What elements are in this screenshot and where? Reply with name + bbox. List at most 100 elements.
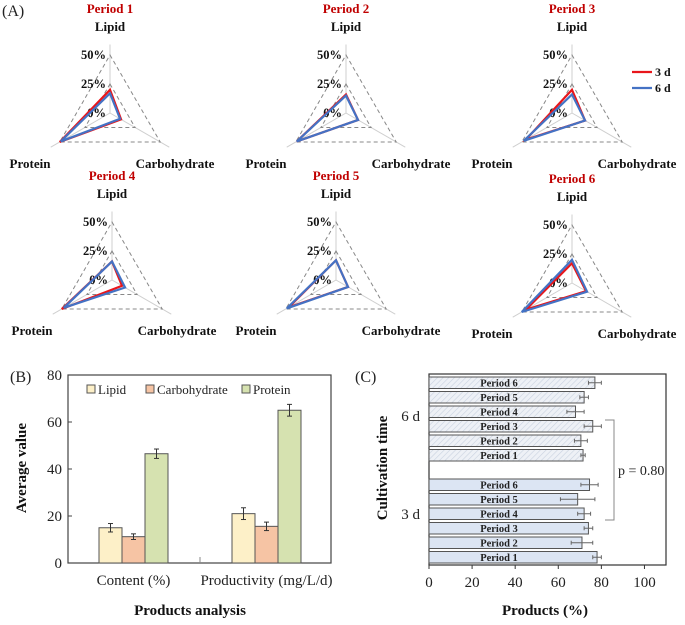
radar-ring-label: 0%: [323, 106, 342, 120]
bar-carbohydrate: [121, 536, 146, 564]
hbar-label: Period 4: [480, 407, 518, 418]
bar-protein: [277, 409, 302, 564]
radar-ring-label: 50%: [83, 215, 108, 229]
bar-protein: [144, 453, 169, 564]
radar-series-6d: [286, 258, 350, 310]
hbar-label: Period 2: [480, 436, 518, 447]
radar-ring-label: 50%: [81, 48, 106, 62]
hbar-label: Period 4: [480, 509, 518, 520]
hbar-label: Period 1: [480, 553, 518, 564]
x-tick-label: 40: [508, 575, 523, 591]
x-tick-label: 0: [425, 575, 433, 591]
panel-label-a: (A): [2, 3, 24, 20]
legend-label: 6 d: [655, 81, 671, 95]
radar-chart-period-2: Period 2 0% 25% 50% Lipid Carbohydrate Protein: [246, 1, 451, 171]
bar-lipid: [231, 513, 256, 564]
y-tick-label: 80: [47, 368, 62, 384]
x-tick-label: 100: [633, 575, 656, 591]
radar-title: Period 1: [87, 1, 134, 16]
radar-ring-label: 25%: [317, 77, 342, 91]
legend-swatch-lipid: [86, 384, 96, 394]
panel-a-radar-charts: (A) Period 1 0% 25% 50% Lipid Carbohydrate Pro…: [2, 1, 677, 341]
hbar-label: Period 2: [480, 538, 518, 549]
radar-axis-label-carbohydrate: Carbohydrate: [372, 156, 451, 171]
radar-series-6d: [523, 92, 587, 142]
hbar-label: Period 3: [480, 524, 518, 535]
bar-lipid: [98, 527, 123, 564]
legend-label: Carbohydrate: [157, 382, 228, 397]
hbar-label: Period 5: [480, 393, 518, 404]
panel-c-horizontal-bar-chart: (C) Period 6 Period 5 Period 4 Period 3 Peri…: [355, 369, 667, 619]
hbar-label: Period 6: [480, 480, 518, 491]
y-tick-label: 60: [47, 415, 62, 431]
p-value-annotation: p = 0.80: [618, 464, 664, 479]
radar-axis-label-protein: Protein: [472, 156, 514, 171]
radar-ring-label: 0%: [89, 273, 108, 287]
radar-axis-label-lipid: Lipid: [95, 19, 126, 34]
radar-ring-label: 50%: [307, 215, 332, 229]
legend-swatch-protein: [241, 384, 251, 394]
x-tick-label: Productivity (mg/L/d): [200, 573, 332, 589]
radar-title: Period 2: [323, 1, 370, 16]
legend-swatch-carbohydrate: [145, 384, 155, 394]
y-axis-title: Cultivation time: [375, 415, 391, 520]
x-tick-label: 60: [551, 575, 566, 591]
x-axis-title: Products analysis: [134, 603, 246, 619]
radar-axis-label-protein: Protein: [472, 326, 514, 341]
radar-grid-ring-50: [294, 53, 398, 143]
radar-ring-label: 50%: [317, 48, 342, 62]
radar-grid-ring-50: [58, 54, 162, 143]
hbar-label: Period 6: [480, 378, 518, 389]
y-group-label: 3 d: [401, 507, 420, 523]
radar-chart-period-4: Period 4 0% 25% 50% Lipid Carbohydrate Protein: [12, 168, 217, 338]
radar-grid-ring-50: [60, 221, 164, 310]
radar-grid-ring-50: [520, 54, 624, 143]
radar-axis-label-protein: Protein: [10, 156, 52, 171]
radar-axis-label-lipid: Lipid: [321, 186, 352, 201]
radar-axis-label-lipid: Lipid: [557, 189, 588, 204]
radar-axis-label-carbohydrate: Carbohydrate: [598, 326, 677, 341]
radar-ring-label: 25%: [543, 247, 568, 261]
hbar-label: Period 3: [480, 422, 518, 433]
radar-series-6d: [520, 257, 589, 314]
radar-series-6d: [296, 93, 360, 143]
radar-axis-label-protein: Protein: [236, 323, 278, 338]
radar-grid-ring-50: [520, 224, 624, 313]
legend-label: 3 d: [655, 65, 671, 79]
radar-ring-label: 25%: [307, 244, 332, 258]
radar-axis-label-lipid: Lipid: [557, 19, 588, 34]
radar-title: Period 5: [313, 168, 360, 183]
radar-axis-label-lipid: Lipid: [97, 186, 128, 201]
x-tick-label: Content (%): [97, 573, 171, 589]
radar-ring-label: 25%: [81, 77, 106, 91]
y-axis-title: Average value: [14, 423, 30, 513]
y-tick-label: 20: [47, 509, 62, 525]
hbar-label: Period 5: [480, 495, 518, 506]
panel-b-bar-chart: (B) 0 20 40 60 80 Content (%) Productivity (mg…: [10, 368, 333, 619]
radar-axis-label-carbohydrate: Carbohydrate: [138, 323, 217, 338]
x-axis-title: Products (%): [502, 603, 588, 619]
panel-label-c: (C): [355, 369, 376, 386]
legend-label: Protein: [253, 382, 291, 397]
significance-bracket: [605, 419, 615, 521]
x-tick-label: 20: [465, 575, 480, 591]
radar-ring-label: 50%: [543, 218, 568, 232]
radar-grid-ring-50: [284, 220, 388, 310]
radar-title: Period 4: [89, 168, 136, 183]
radar-axis-label-carbohydrate: Carbohydrate: [362, 323, 441, 338]
bar-carbohydrate: [254, 525, 279, 564]
panel-label-b: (B): [10, 369, 31, 386]
radar-ring-label: 25%: [543, 77, 568, 91]
y-tick-label: 40: [47, 462, 62, 478]
radar-axis-label-carbohydrate: Carbohydrate: [598, 156, 677, 171]
y-group-label: 6 d: [401, 409, 420, 425]
radar-axis-label-lipid: Lipid: [331, 19, 362, 34]
radar-legend: 3 d6 d: [632, 65, 671, 95]
y-tick-label: 0: [55, 556, 63, 572]
radar-ring-label: 50%: [543, 48, 568, 62]
legend-label: Lipid: [98, 382, 127, 397]
